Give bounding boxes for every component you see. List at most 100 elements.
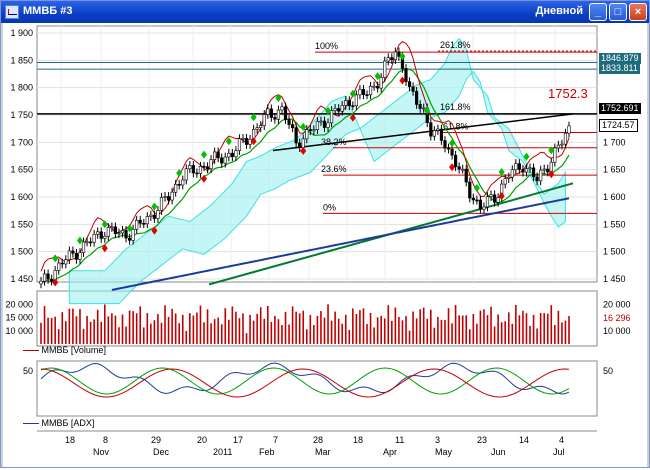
candle-body	[422, 107, 426, 110]
price-axis-tick-left: 1 600	[10, 192, 33, 202]
adx-panel-frame	[36, 360, 598, 417]
candle-body	[156, 210, 160, 219]
time-axis-month-label: Jul	[553, 447, 565, 457]
candle-body	[329, 110, 334, 124]
fib-level-label: 161.8%	[440, 102, 471, 112]
time-axis-month-label: 2011	[213, 447, 232, 457]
ichimoku-cloud	[68, 37, 566, 305]
close-button[interactable]: ×	[629, 3, 647, 21]
candle-body	[124, 230, 128, 239]
candle-body	[432, 130, 436, 137]
candle-body	[202, 166, 206, 168]
time-axis-day-label: 8	[103, 435, 108, 445]
candle-body	[120, 230, 125, 234]
candle-body	[439, 128, 444, 141]
candle-body	[308, 129, 312, 132]
chart-area[interactable]: 261.8% 100% 161.8% 61.8% 38.2% 23.6% 0% 1 900 1…	[3, 23, 647, 467]
up-fractal-marker	[300, 122, 307, 131]
fib-level-label: 23.6%	[321, 164, 347, 174]
maximize-button[interactable]: □	[609, 3, 627, 21]
candle-body	[514, 163, 518, 171]
candle-body	[315, 121, 320, 131]
candle-body	[230, 152, 234, 158]
candle-body	[85, 241, 89, 244]
volume-legend: ММВБ [Volume]	[23, 345, 106, 355]
candle-body	[71, 250, 75, 254]
candle-body	[563, 132, 568, 145]
time-axis-month-label: Jun	[491, 447, 506, 457]
fibonacci-levels: 261.8% 100% 161.8% 61.8% 38.2% 23.6% 0%	[315, 40, 597, 214]
adx-legend-text: ММВБ [ADX]	[41, 418, 95, 428]
price-candles	[39, 47, 571, 289]
candle-body	[333, 108, 337, 111]
candle-body	[142, 223, 146, 225]
volume-axis-tick-left: 10 000	[5, 326, 33, 336]
candle-body	[255, 127, 259, 130]
candle-body	[294, 127, 298, 144]
candle-body	[166, 196, 171, 201]
minimize-button[interactable]: _	[589, 3, 607, 21]
up-fractal-marker	[325, 106, 332, 115]
fractal-markers	[52, 52, 555, 287]
candle-body	[517, 163, 521, 170]
candle-body	[149, 214, 153, 217]
candle-body	[393, 51, 397, 60]
candle-body	[354, 94, 358, 107]
candle-body	[521, 169, 525, 173]
volume-last-label: 16 296	[603, 313, 631, 323]
candle-body	[376, 85, 380, 89]
candle-body	[106, 227, 110, 237]
title-bar[interactable]: ММВБ #3 Дневной _ □ ×	[1, 1, 649, 23]
time-axis-day-label: 11	[395, 435, 404, 445]
candle-body	[159, 197, 164, 211]
candle-body	[468, 181, 472, 199]
candle-body	[89, 241, 93, 244]
adx-minus-di-line	[40, 368, 570, 398]
fib-level-label: 61.8%	[443, 121, 469, 131]
candle-body	[510, 169, 514, 178]
black-trend-line	[272, 113, 574, 152]
up-fractal-marker	[523, 152, 530, 161]
candle-body	[198, 166, 203, 174]
candle-body	[312, 129, 316, 132]
price-axis-tick-left: 1 700	[10, 137, 33, 147]
candle-body	[57, 262, 61, 271]
axis-ticks: 1 900 1 850 1 800 1 750 1 700 1 650 1 600 1 550…	[5, 28, 630, 457]
candle-body	[496, 197, 500, 203]
candle-body	[546, 168, 550, 173]
candle-body	[110, 226, 114, 229]
candle-body	[74, 252, 79, 260]
candle-body	[358, 89, 362, 96]
candle-body	[443, 140, 447, 149]
time-axis-month-label: Feb	[259, 447, 275, 457]
candle-body	[138, 219, 142, 224]
candle-body	[553, 147, 557, 163]
price-axis-tick-right: 1 500	[603, 247, 626, 257]
candle-body	[276, 109, 281, 120]
candle-body	[195, 172, 199, 175]
up-fractal-marker	[548, 146, 555, 155]
candle-body	[244, 138, 249, 145]
up-fractal-marker	[473, 184, 480, 193]
candle-body	[361, 89, 366, 95]
candle-body	[237, 138, 242, 151]
up-fractal-marker	[126, 224, 133, 233]
candle-body	[471, 197, 475, 201]
price-axis-tick-right: 1 700	[603, 137, 626, 147]
adx-axis-tick-right: 50	[603, 366, 613, 376]
candle-body	[478, 199, 483, 210]
candle-body	[344, 100, 348, 106]
kumo-cloud-area	[68, 37, 566, 305]
candle-body	[174, 184, 178, 193]
price-axis-tick-left: 1 750	[10, 110, 33, 120]
time-axis-month-label: Apr	[383, 447, 397, 457]
down-fractal-marker	[449, 163, 456, 172]
candle-body	[503, 178, 507, 185]
down-fractal-marker	[101, 244, 108, 253]
candle-body	[368, 85, 373, 96]
chart-canvas[interactable]: 261.8%100%161.8%61.8%38.2%23.6%0% 1 9001…	[3, 23, 647, 467]
down-fractal-marker	[349, 113, 356, 122]
price-axis-tick-left: 1 800	[10, 83, 33, 93]
volume-legend-text: ММВБ [Volume]	[41, 345, 106, 355]
